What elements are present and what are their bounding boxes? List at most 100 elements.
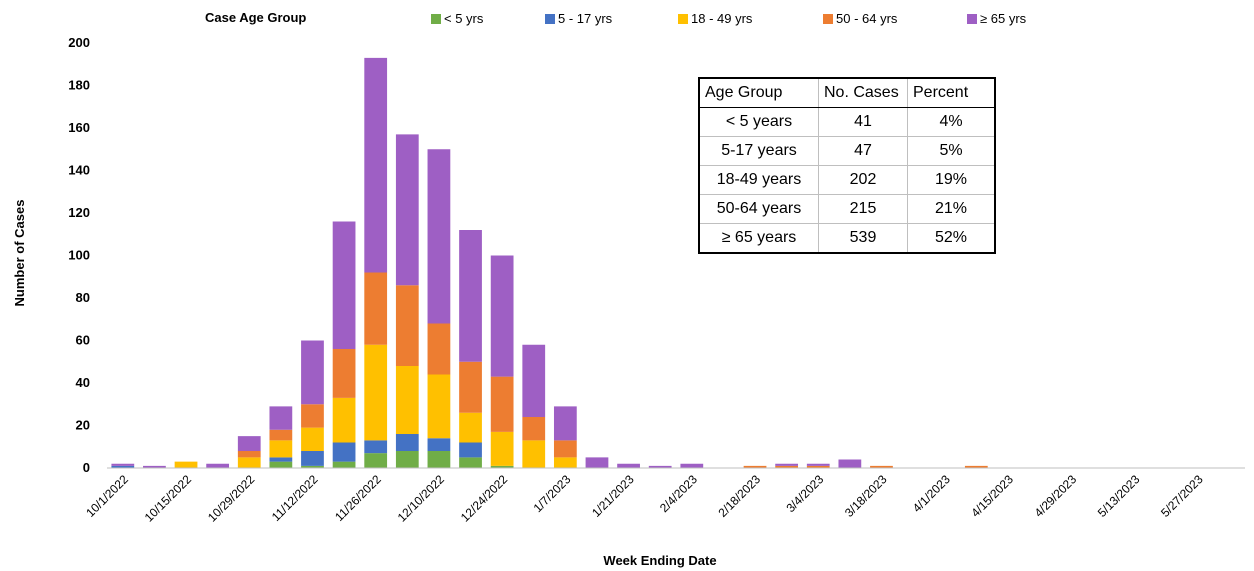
table-cell: 539	[818, 223, 908, 254]
bar-segment	[459, 412, 482, 443]
y-tick-label: 0	[83, 460, 90, 475]
legend-swatch	[823, 13, 833, 24]
legend: Case Age Group < 5 yrs 5 - 17 yrs 18 - 49 …	[0, 8, 1254, 30]
table-cell: 41	[818, 107, 908, 137]
legend-title: Case Age Group	[205, 10, 307, 25]
x-tick-label: 11/12/2022	[269, 472, 321, 524]
x-tick-label: 5/27/2023	[1158, 472, 1206, 520]
x-tick-label: 4/15/2023	[968, 472, 1016, 520]
bar-segment	[237, 451, 261, 458]
x-tick-label: 10/15/2022	[142, 472, 195, 525]
y-axis: 0 20 40 60 80 100 120 140 160 180 200	[68, 35, 90, 475]
bar-segment	[806, 463, 830, 466]
bar-segment	[269, 406, 293, 430]
bar-segment	[680, 463, 704, 468]
y-tick-label: 60	[76, 333, 90, 348]
table-cell: 21%	[907, 194, 996, 224]
bar-segment	[364, 440, 388, 454]
bar-segment	[585, 457, 609, 469]
table-cell: 4%	[907, 107, 996, 137]
bar-segment	[206, 463, 230, 468]
y-tick-label: 180	[68, 78, 90, 93]
table-cell: 5%	[907, 136, 996, 166]
bar-segment	[364, 272, 388, 345]
bar-segment	[743, 465, 767, 469]
x-tick-label: 1/7/2023	[531, 472, 574, 515]
legend-item: ≥ 65 yrs	[967, 11, 1026, 26]
table-row: ≥ 65 years 539 52%	[698, 223, 996, 254]
bar-segment	[364, 453, 388, 469]
bar-segment	[522, 344, 546, 417]
x-axis-title: Week Ending Date	[603, 553, 716, 568]
y-tick-label: 140	[68, 163, 90, 178]
bar-segment	[459, 457, 482, 469]
bar-segment	[395, 451, 419, 468]
y-tick-label: 200	[68, 35, 90, 50]
bar-segment	[332, 221, 356, 349]
y-tick-label: 80	[76, 290, 90, 305]
bar-segment	[395, 366, 419, 434]
table-row: < 5 years 41 4%	[698, 107, 996, 137]
x-tick-label: 12/24/2022	[458, 472, 511, 525]
table-cell: 5-17 years	[698, 136, 819, 166]
table-cell: 52%	[907, 223, 996, 254]
table-cell: 18-49 years	[698, 165, 819, 195]
y-axis-title: Number of Cases	[12, 200, 27, 307]
bar-segment	[427, 451, 451, 468]
bar-segment	[332, 397, 356, 443]
x-tick-label: 1/21/2023	[589, 472, 637, 520]
bar-segment	[143, 465, 166, 469]
legend-label: 18 - 49 yrs	[691, 11, 753, 26]
bar-segment	[332, 461, 356, 469]
legend-swatch	[678, 13, 688, 24]
legend-label: 5 - 17 yrs	[558, 11, 613, 26]
x-tick-label: 12/10/2022	[395, 472, 448, 525]
bar-segment	[395, 285, 419, 366]
bar-segment	[490, 376, 514, 432]
bar-segment	[427, 374, 451, 439]
bar-segment	[301, 465, 324, 469]
bar-segment	[459, 230, 482, 362]
table-cell: ≥ 65 years	[698, 223, 819, 254]
bar-segment	[522, 440, 546, 469]
legend-item: 50 - 64 yrs	[823, 11, 897, 26]
bar-segment	[111, 463, 135, 466]
bar-segment	[427, 438, 451, 451]
bar-segment	[237, 457, 261, 469]
bar-segment	[269, 440, 293, 458]
legend-label: ≥ 65 yrs	[980, 11, 1027, 26]
age-group-summary-table: Age Group No. Cases Percent < 5 years 41…	[698, 77, 996, 254]
table-cell: 19%	[907, 165, 996, 195]
x-tick-label: 5/13/2023	[1095, 472, 1143, 520]
y-tick-label: 20	[76, 418, 90, 433]
bar-segment	[553, 457, 577, 469]
table-header-cell: Percent	[907, 77, 996, 108]
bar-segment	[269, 461, 293, 469]
bar-segment	[522, 417, 546, 441]
table-header-cell: No. Cases	[818, 77, 908, 108]
table-row: 50-64 years 215 21%	[698, 194, 996, 224]
bar-segment	[775, 463, 799, 466]
table-cell: 50-64 years	[698, 194, 819, 224]
bar-segment	[301, 340, 324, 405]
legend-label: < 5 yrs	[444, 11, 484, 26]
bars	[111, 57, 988, 469]
x-tick-label: 3/18/2023	[842, 472, 890, 520]
bar-segment	[490, 431, 514, 466]
y-tick-label: 100	[68, 248, 90, 263]
bar-segment	[269, 457, 293, 462]
x-axis: 10/1/2022 10/15/2022 10/29/2022 11/12/2022 1…	[83, 467, 1245, 525]
bar-segment	[617, 463, 640, 468]
bar-segment	[553, 406, 577, 441]
x-tick-label: 10/1/2022	[83, 472, 131, 520]
legend-item: 18 - 49 yrs	[678, 11, 752, 26]
bar-segment	[838, 459, 862, 468]
x-tick-label: 3/4/2023	[783, 472, 826, 515]
bar-segment	[174, 461, 198, 469]
bar-segment	[332, 349, 356, 398]
bar-segment	[870, 465, 893, 469]
bar-segment	[459, 442, 482, 458]
legend-item: < 5 yrs	[431, 11, 483, 26]
bar-segment	[490, 465, 514, 469]
bar-segment	[775, 465, 799, 469]
